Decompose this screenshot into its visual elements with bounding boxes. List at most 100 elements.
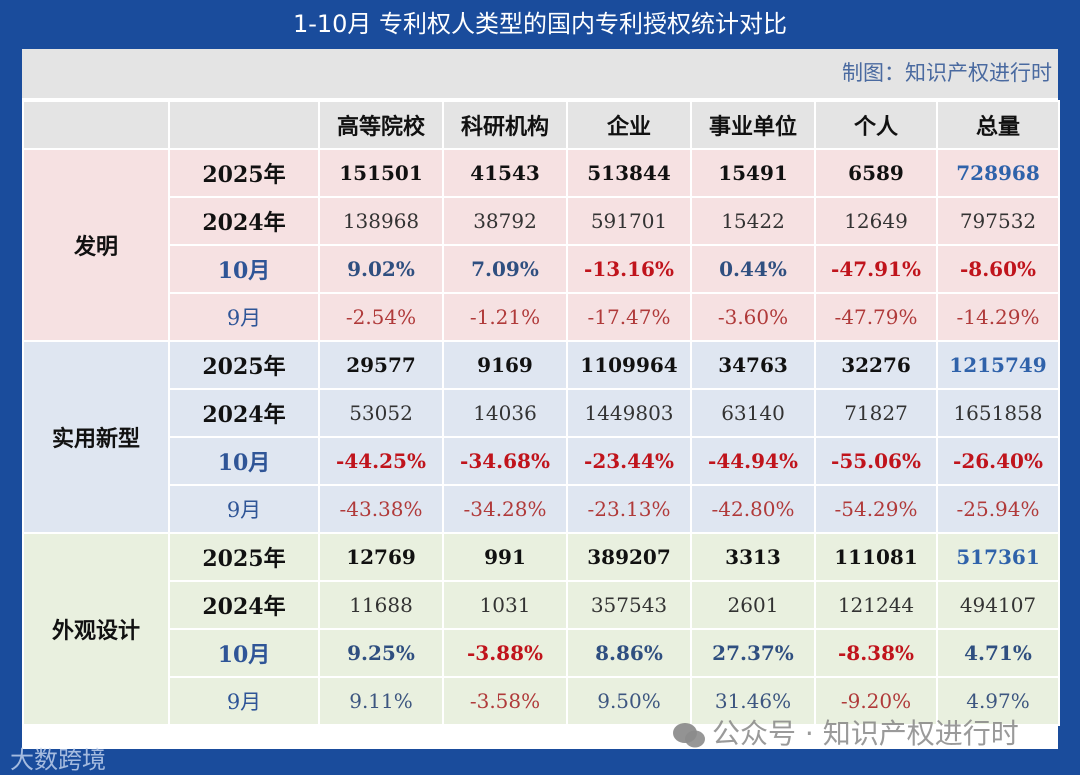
row-label: 2024年 — [168, 580, 320, 630]
table-row: 9月 9.11% -3.58% 9.50% 31.46% -9.20% 4.97% — [23, 676, 1060, 726]
data-cell: 1449803 — [566, 388, 692, 438]
data-cell: 29577 — [318, 340, 444, 390]
data-cell: 41543 — [442, 148, 568, 198]
column-header: 高等院校 — [318, 100, 444, 150]
data-cell: -44.94% — [690, 436, 816, 486]
group-label: 发明 — [22, 148, 170, 342]
data-cell: 4.97% — [936, 676, 1060, 726]
data-cell: 991 — [442, 532, 568, 582]
row-label: 10月 — [168, 436, 320, 486]
table-row: 2024年 11688 1031 357543 2601 121244 494107 — [23, 580, 1060, 630]
data-cell: -47.91% — [814, 244, 938, 294]
table-row: 10月 9.25% -3.88% 8.86% 27.37% -8.38% 4.71% — [23, 628, 1060, 678]
row-label: 2024年 — [168, 196, 320, 246]
data-cell: 9.02% — [318, 244, 444, 294]
data-cell: 8.86% — [566, 628, 692, 678]
data-cell: 357543 — [566, 580, 692, 630]
table-row: 9月 -2.54% -1.21% -17.47% -3.60% -47.79% -14.29… — [23, 292, 1060, 342]
data-cell: 0.44% — [690, 244, 816, 294]
data-cell: 15422 — [690, 196, 816, 246]
row-label: 2024年 — [168, 388, 320, 438]
data-cell: -44.25% — [318, 436, 444, 486]
data-cell: 12649 — [814, 196, 938, 246]
row-label: 2025年 — [168, 148, 320, 198]
table-row: 10月 -44.25% -34.68% -23.44% -44.94% -55.06% -2… — [23, 436, 1060, 486]
column-header: 总量 — [936, 100, 1060, 150]
data-cell: -14.29% — [936, 292, 1060, 342]
data-cell: -3.88% — [442, 628, 568, 678]
row-label: 9月 — [168, 484, 320, 534]
table-row: 发明 2025年 151501 41543 513844 15491 6589 728968 — [22, 148, 1060, 342]
header-blank — [22, 100, 170, 150]
data-cell: 728968 — [936, 148, 1060, 198]
watermark-text: 公众号 · 知识产权进行时 — [712, 717, 1019, 750]
row-label: 10月 — [168, 628, 320, 678]
data-cell: 138968 — [318, 196, 444, 246]
data-cell: -23.13% — [566, 484, 692, 534]
data-cell: 797532 — [936, 196, 1060, 246]
data-cell: 71827 — [814, 388, 938, 438]
stats-table: 高等院校 科研机构 企业 事业单位 个人 总量 发明 2025年 151501 41543 5138… — [22, 100, 1060, 726]
data-cell: -3.58% — [442, 676, 568, 726]
table-row: 外观设计 2025年 12769 991 389207 3313 111081 517361 — [22, 532, 1060, 726]
column-header: 企业 — [566, 100, 692, 150]
table-row: 10月 9.02% 7.09% -13.16% 0.44% -47.91% -8.60% — [23, 244, 1060, 294]
data-cell: 1109964 — [566, 340, 692, 390]
data-cell: 34763 — [690, 340, 816, 390]
row-label: 2025年 — [168, 340, 320, 390]
row-label: 9月 — [168, 676, 320, 726]
table-row: 9月 -43.38% -34.28% -23.13% -42.80% -54.29% -25… — [23, 484, 1060, 534]
data-cell: 4.71% — [936, 628, 1060, 678]
chart-title: 1-10月 专利权人类型的国内专利授权统计对比 — [292, 10, 788, 38]
data-cell: 9.50% — [566, 676, 692, 726]
watermark: 公众号 · 知识产权进行时 — [672, 712, 1019, 752]
data-cell: 11688 — [318, 580, 444, 630]
data-cell: 517361 — [936, 532, 1060, 582]
row-label: 9月 — [168, 292, 320, 342]
column-header: 科研机构 — [442, 100, 568, 150]
table-row: 实用新型 2025年 29577 9169 1109964 34763 32276 12157… — [22, 340, 1060, 534]
data-cell: -13.16% — [566, 244, 692, 294]
data-cell: -26.40% — [936, 436, 1060, 486]
table-row: 2024年 53052 14036 1449803 63140 71827 1651858 — [23, 388, 1060, 438]
data-cell: -17.47% — [566, 292, 692, 342]
data-cell: 3313 — [690, 532, 816, 582]
data-cell: -25.94% — [936, 484, 1060, 534]
caption: 制图：知识产权进行时 — [22, 49, 1058, 98]
header-blank — [168, 100, 320, 150]
data-cell: 513844 — [566, 148, 692, 198]
data-cell: -47.79% — [814, 292, 938, 342]
data-cell: 32276 — [814, 340, 938, 390]
logo: 大数跨境 — [10, 746, 106, 774]
data-cell: -54.29% — [814, 484, 938, 534]
data-cell: 591701 — [566, 196, 692, 246]
data-cell: 389207 — [566, 532, 692, 582]
data-cell: 63140 — [690, 388, 816, 438]
data-cell: 111081 — [814, 532, 938, 582]
data-cell: 1651858 — [936, 388, 1060, 438]
group-label: 外观设计 — [22, 532, 170, 726]
data-cell: 2601 — [690, 580, 816, 630]
table-row: 2024年 138968 38792 591701 15422 12649 797532 — [23, 196, 1060, 246]
wechat-icon — [672, 721, 706, 749]
data-cell: -8.38% — [814, 628, 938, 678]
row-label: 2025年 — [168, 532, 320, 582]
data-cell: -42.80% — [690, 484, 816, 534]
table-panel: 制图：知识产权进行时 高等院校 科研机构 企业 事业单位 个人 总量 发明 2025年 1515… — [22, 49, 1060, 749]
data-cell: -8.60% — [936, 244, 1060, 294]
data-cell: 27.37% — [690, 628, 816, 678]
row-label: 10月 — [168, 244, 320, 294]
data-cell: 14036 — [442, 388, 568, 438]
data-cell: 9.11% — [318, 676, 444, 726]
data-cell: 12769 — [318, 532, 444, 582]
data-cell: 7.09% — [442, 244, 568, 294]
data-cell: 151501 — [318, 148, 444, 198]
data-cell: -3.60% — [690, 292, 816, 342]
data-cell: 15491 — [690, 148, 816, 198]
data-cell: 1215749 — [936, 340, 1060, 390]
data-cell: 31.46% — [690, 676, 816, 726]
data-cell: -34.28% — [442, 484, 568, 534]
data-cell: -43.38% — [318, 484, 444, 534]
data-cell: 1031 — [442, 580, 568, 630]
data-cell: -1.21% — [442, 292, 568, 342]
